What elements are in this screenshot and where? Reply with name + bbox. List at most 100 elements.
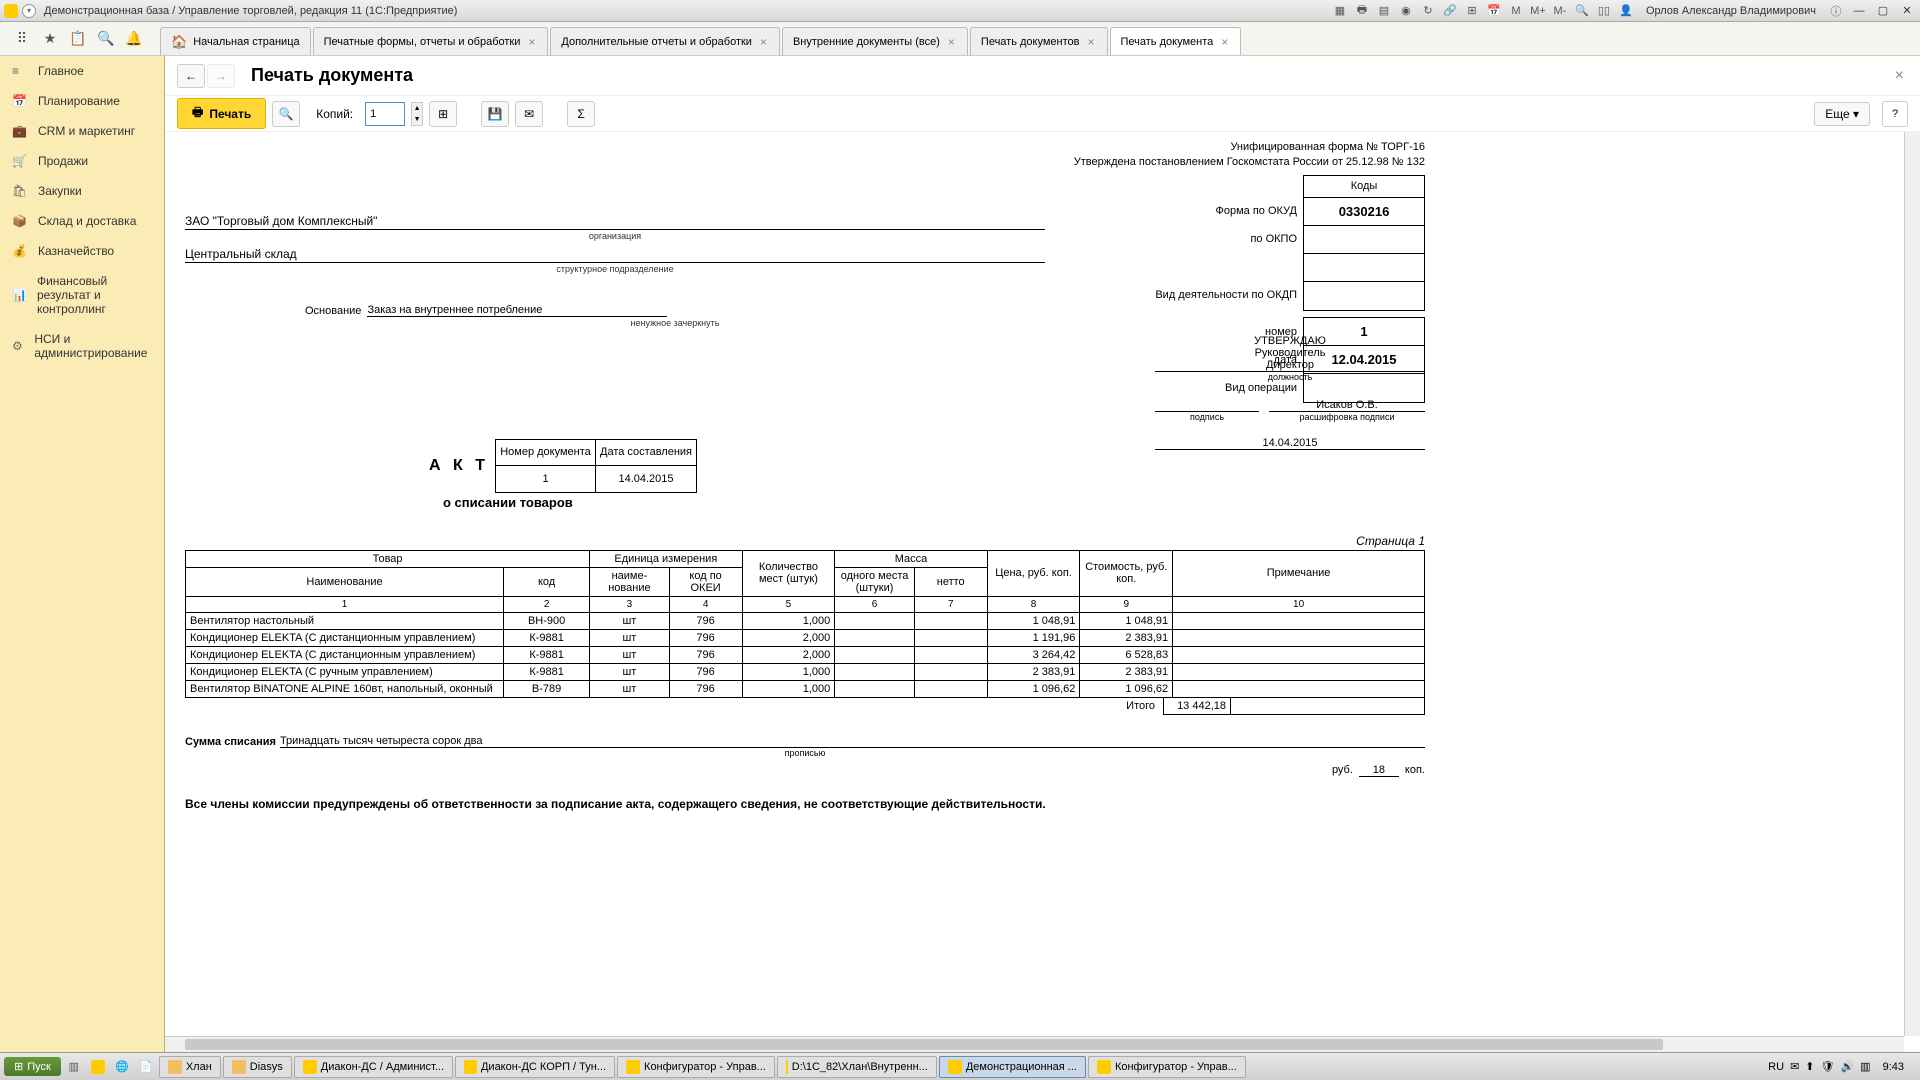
th-qty: Количество мест (штук) [742,550,835,596]
tab[interactable]: Печать документов× [970,27,1108,55]
link-icon[interactable]: 🔗 [1442,3,1458,19]
apps-icon[interactable]: ⠿ [12,29,32,49]
start-button[interactable]: ⊞ Пуск [4,1057,61,1076]
docdate-hdr: Дата составления [596,440,696,466]
cell-code: ВН-900 [504,612,590,629]
cell-qty: 1,000 [742,612,835,629]
okud-label: Форма по ОКУД [1155,197,1297,225]
toolbar-icon-2[interactable]: ▤ [1376,3,1392,19]
tray-icon-3[interactable]: 🛡 [1821,1060,1835,1073]
tray-icon-2[interactable]: ⬆ [1805,1060,1814,1073]
info-icon[interactable]: ⓘ [1828,3,1844,19]
nav-forward[interactable]: → [207,64,235,88]
taskbar-item[interactable]: Диакон-ДС / Админист... [294,1056,453,1078]
sidebar-label: Закупки [38,184,82,198]
panel-icon[interactable]: ▯▯ [1596,3,1612,19]
cell-unit: шт [590,663,670,680]
tab-close[interactable]: × [946,35,957,49]
toolbar-icon-1[interactable]: ▦ [1332,3,1348,19]
maximize-button[interactable]: ▢ [1874,3,1892,19]
print-icon[interactable]: 🖶 [1354,3,1370,19]
content-close[interactable]: × [1891,63,1908,89]
tray-icon-4[interactable]: 🔊 [1840,1060,1854,1073]
quick-1[interactable]: ▥ [63,1056,85,1078]
tab-close[interactable]: × [1219,35,1230,49]
sidebar-icon: 🛒 [12,154,28,168]
quick-3[interactable]: 🌐 [111,1056,133,1078]
v-scrollbar[interactable] [1904,132,1920,1036]
h-thumb[interactable] [185,1039,1663,1050]
refresh-icon[interactable]: ↻ [1420,3,1436,19]
tab-close[interactable]: × [1085,35,1096,49]
sign-small: подпись [1155,412,1259,422]
lang-indicator[interactable]: RU [1768,1061,1784,1073]
h-scrollbar[interactable] [165,1036,1904,1052]
more-button[interactable]: Еще ▾ [1814,102,1870,126]
user-name[interactable]: Орлов Александр Владимирович [1640,5,1822,17]
copies-input[interactable] [365,102,405,126]
preview-button[interactable]: 🔍 [272,101,300,127]
m-icon-3[interactable]: M- [1552,3,1568,19]
taskbar: ⊞ Пуск ▥ 🌐 📄 ХланDiasysДиакон-ДС / Админ… [0,1052,1920,1080]
tab[interactable]: Печать документа× [1110,27,1242,55]
copies-spinner[interactable]: ▲▼ [411,102,423,126]
cell-ucode: 796 [669,663,742,680]
star-icon[interactable]: ★ [40,29,60,49]
quick-4[interactable]: 📄 [135,1056,157,1078]
sum-button[interactable]: Σ [567,101,595,127]
calendar-icon[interactable]: 📅 [1486,3,1502,19]
m-icon-1[interactable]: M [1508,3,1524,19]
taskbar-item[interactable]: Хлан [159,1056,221,1078]
sidebar-item[interactable]: 💰Казначейство [0,236,164,266]
table-row: Кондиционер ELEKTA (С дистанционным упра… [186,646,1425,663]
taskbar-item[interactable]: D:\1C_82\Хлан\Внутренн... [777,1056,937,1078]
col-num: 9 [1080,596,1173,612]
sidebar-item[interactable]: 🛒Продажи [0,146,164,176]
minimize-button[interactable]: — [1850,3,1868,19]
taskbar-item[interactable]: Демонстрационная ... [939,1056,1086,1078]
sidebar-item[interactable]: ⚙НСИ и администрирование [0,324,164,368]
tab[interactable]: Печатные формы, отчеты и обработки× [313,27,549,55]
sidebar-item[interactable]: ≡Главное [0,56,164,86]
sidebar-item[interactable]: 📅Планирование [0,86,164,116]
taskbar-item[interactable]: Diasys [223,1056,292,1078]
sidebar-label: Склад и доставка [38,214,136,228]
app-menu-dropdown[interactable]: ▾ [22,4,36,18]
settings-button[interactable]: ⊞ [429,101,457,127]
zoom-icon[interactable]: 🔍 [1574,3,1590,19]
calc-icon[interactable]: ⊞ [1464,3,1480,19]
tab[interactable]: Внутренние документы (все)× [782,27,968,55]
close-button[interactable]: ✕ [1898,3,1916,19]
help-button[interactable]: ? [1882,101,1908,127]
tray-icon-1[interactable]: ✉ [1790,1060,1799,1073]
sidebar-item[interactable]: 🛍Закупки [0,176,164,206]
sidebar-item[interactable]: 📊Финансовый результат и контроллинг [0,266,164,324]
search-icon[interactable]: 🔍 [96,29,116,49]
sidebar-item[interactable]: 💼CRM и маркетинг [0,116,164,146]
sidebar-label: CRM и маркетинг [38,124,135,138]
clock[interactable]: 9:43 [1877,1061,1910,1073]
tab-close[interactable]: × [758,35,769,49]
tab[interactable]: 🏠Начальная страница [160,27,311,55]
toolbar-icon-3[interactable]: ◉ [1398,3,1414,19]
cell-m1 [835,663,915,680]
sidebar-item[interactable]: 📦Склад и доставка [0,206,164,236]
taskbar-item[interactable]: Конфигуратор - Управ... [617,1056,775,1078]
document-scroll[interactable]: ЗАО "Торговый дом Комплексный" организац… [165,132,1920,1052]
bell-icon[interactable]: 🔔 [124,29,144,49]
cell-m1 [835,629,915,646]
tab-close[interactable]: × [526,35,537,49]
print-button[interactable]: 🖶 Печать [177,98,266,129]
quick-2[interactable] [87,1056,109,1078]
mail-button[interactable]: ✉ [515,101,543,127]
col-num: 8 [987,596,1080,612]
taskbar-item[interactable]: Диакон-ДС КОРП / Тун... [455,1056,615,1078]
tray-icon-5[interactable]: ▥ [1860,1060,1870,1073]
tab[interactable]: Дополнительные отчеты и обработки× [550,27,780,55]
save-button[interactable]: 💾 [481,101,509,127]
clipboard-icon[interactable]: 📋 [68,29,88,49]
taskbar-item[interactable]: Конфигуратор - Управ... [1088,1056,1246,1078]
taskbar-item-icon [303,1060,317,1074]
m-icon-2[interactable]: M+ [1530,3,1546,19]
nav-back[interactable]: ← [177,64,205,88]
